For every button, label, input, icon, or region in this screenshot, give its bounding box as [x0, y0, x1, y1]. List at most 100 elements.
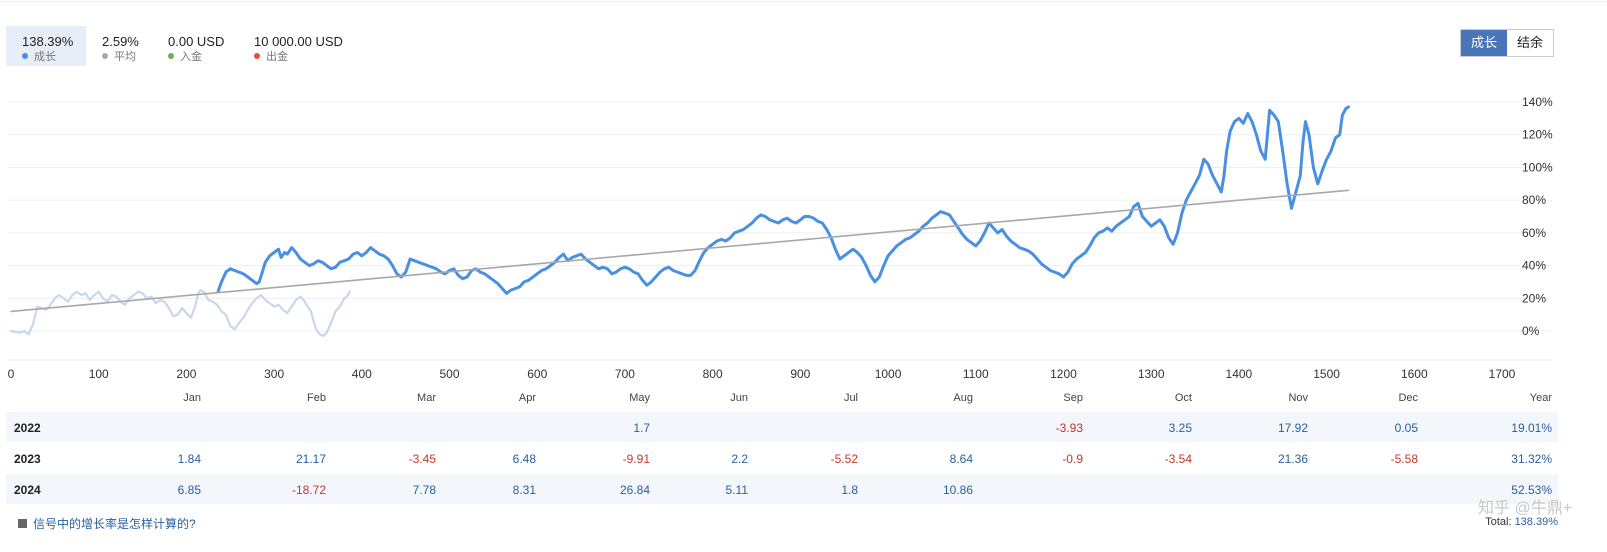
x-tick-label: 1200: [1050, 367, 1077, 381]
table-cell: 6.48: [512, 452, 536, 466]
series-line-0: [9, 289, 351, 337]
growth-faq-link[interactable]: 信号中的增长率是怎样计算的?: [18, 515, 196, 532]
total-value: 138.39%: [1514, 516, 1558, 528]
table-cell: 10.86: [942, 483, 973, 497]
table-row: 2024 6.85 -18.72 7.78 8.31 26.84 5.11 1.8 10.86 5…: [6, 474, 1558, 504]
table-cell: 3.25: [1168, 421, 1192, 435]
table-cell: -5.52: [830, 452, 858, 466]
x-tick-label: 600: [527, 367, 547, 381]
stat-deposit-value: 0.00 USD: [168, 34, 225, 49]
row-year: 2023: [14, 452, 41, 466]
table-cell: 31.32%: [1511, 452, 1552, 466]
table-cell: -3.45: [408, 452, 436, 466]
average-dot-icon: [102, 53, 108, 59]
y-tick-label: 100%: [1522, 160, 1553, 174]
table-cell: 52.53%: [1511, 483, 1552, 497]
table-cell: 19.01%: [1511, 421, 1552, 435]
faq-text: 信号中的增长率是怎样计算的?: [33, 517, 196, 531]
table-cell: 21.36: [1277, 452, 1308, 466]
table-cell: 8.64: [949, 452, 973, 466]
top-divider: [0, 1, 1607, 2]
table-cell: 1.7: [633, 421, 650, 435]
stat-deposit[interactable]: 0.00 USD 入金: [160, 26, 240, 66]
table-row: 2022 1.7 -3.93 3.25 17.92 0.05 19.01%: [6, 412, 1558, 442]
table-row: 2023 1.84 21.17 -3.45 6.48 -9.91 2.2 -5.52 8.64 -…: [6, 443, 1558, 473]
x-axis-ticks: 0 100 200 300 400 500 600 700 800 900 1000 1100 1200…: [8, 367, 1516, 381]
stat-withdrawal-label: 出金: [254, 48, 288, 64]
row-year: 2024: [14, 483, 41, 497]
stat-average-label: 平均: [102, 48, 136, 64]
x-tick-label: 1500: [1313, 367, 1340, 381]
stat-withdrawal[interactable]: 10 000.00 USD 出金: [246, 26, 356, 66]
deposit-dot-icon: [168, 53, 174, 59]
table-cell: 5.11: [725, 483, 748, 497]
stat-growth-value: 138.39%: [22, 34, 74, 49]
table-cell: -18.72: [291, 483, 326, 497]
x-tick-label: 500: [440, 367, 460, 381]
table-cell: -3.54: [1164, 452, 1192, 466]
month-header: Sep: [1063, 392, 1083, 404]
table-cell: 2.2: [731, 452, 748, 466]
x-tick-label: 1400: [1226, 367, 1253, 381]
y-tick-label: 60%: [1522, 226, 1546, 240]
x-tick-label: 300: [264, 367, 284, 381]
x-tick-label: 700: [615, 367, 635, 381]
y-tick-label: 20%: [1522, 291, 1546, 305]
info-icon: [18, 519, 27, 528]
total-label: Total:: [1485, 516, 1512, 528]
stat-average-value: 2.59%: [102, 34, 139, 49]
series-line-2: [10, 189, 1350, 313]
table-cell: 1.8: [841, 483, 858, 497]
growth-button[interactable]: 成长: [1461, 30, 1508, 56]
x-tick-label: 900: [790, 367, 810, 381]
table-cell: 1.84: [177, 452, 201, 466]
month-header: Aug: [953, 392, 973, 404]
table-cell: 7.78: [412, 483, 436, 497]
x-tick-label: 1700: [1489, 367, 1516, 381]
stat-withdrawal-value: 10 000.00 USD: [254, 34, 343, 49]
month-header: May: [629, 392, 650, 404]
y-tick-label: 80%: [1522, 193, 1546, 207]
total-summary: Total: 138.39%: [1485, 516, 1558, 528]
table-cell: 17.92: [1277, 421, 1308, 435]
table-cell: -5.58: [1390, 452, 1418, 466]
x-tick-label: 800: [703, 367, 723, 381]
growth-dot-icon: [22, 53, 28, 59]
watermark-text: 知乎 @牛鼎+: [1478, 500, 1573, 517]
y-tick-label: 120%: [1522, 128, 1553, 142]
table-cell: -0.9: [1062, 452, 1083, 466]
table-cell: 6.85: [177, 483, 201, 497]
month-header: Nov: [1288, 392, 1308, 404]
table-cell: 26.84: [619, 483, 650, 497]
stat-growth[interactable]: 138.39% 成长: [6, 26, 86, 66]
month-header: Dec: [1398, 392, 1418, 404]
stat-growth-label: 成长: [22, 48, 56, 64]
y-tick-label: 0%: [1522, 324, 1540, 338]
month-header: Year: [1529, 392, 1552, 404]
table-cell: -3.93: [1055, 421, 1083, 435]
month-header: Jul: [843, 392, 858, 404]
balance-button[interactable]: 结余: [1507, 30, 1554, 56]
month-header: Feb: [307, 392, 326, 404]
x-tick-label: 100: [89, 367, 109, 381]
month-header: Mar: [417, 392, 436, 404]
month-header: Oct: [1174, 392, 1192, 404]
month-header: Jun: [730, 392, 748, 404]
row-year: 2022: [14, 421, 41, 435]
growth-chart: 0% 20% 40% 60% 80% 100% 120% 140% 0 100 200 300 400…: [8, 95, 1553, 381]
withdrawal-dot-icon: [254, 53, 260, 59]
month-header: Jan: [183, 392, 201, 404]
view-toggle: 成长 结余: [1460, 29, 1555, 57]
x-tick-label: 200: [176, 367, 196, 381]
y-tick-label: 140%: [1522, 95, 1553, 109]
x-tick-label: 0: [8, 367, 15, 381]
x-tick-label: 1300: [1138, 367, 1165, 381]
stat-average[interactable]: 2.59% 平均: [92, 26, 152, 66]
month-header: Apr: [518, 392, 536, 404]
chart-lines: [9, 105, 1350, 337]
x-tick-label: 1600: [1401, 367, 1428, 381]
table-cell: 8.31: [512, 483, 536, 497]
y-tick-label: 40%: [1522, 259, 1546, 273]
x-tick-label: 1100: [963, 367, 989, 381]
x-tick-label: 1000: [875, 367, 902, 381]
